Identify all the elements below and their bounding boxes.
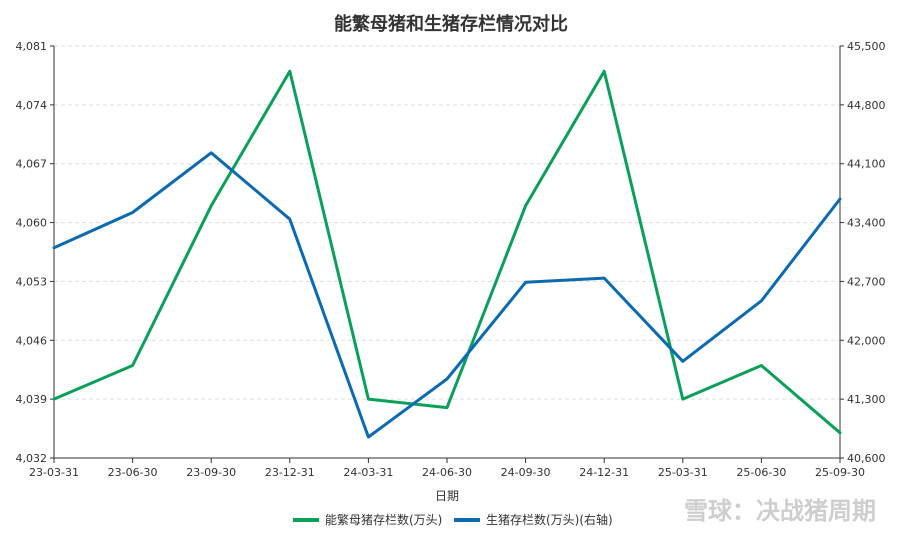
x-tick-label: 24-03-31 <box>343 466 393 479</box>
legend-label-2: 生猪存栏数(万头)(右轴) <box>486 512 613 527</box>
series-line-2 <box>52 151 842 439</box>
left-tick-label: 4,046 <box>16 334 48 347</box>
right-tick-label: 40,600 <box>847 452 886 465</box>
right-tick-label: 44,100 <box>847 158 886 171</box>
x-tick-label: 24-09-30 <box>501 466 551 479</box>
x-tick-label: 25-09-30 <box>815 466 865 479</box>
chart-title: 能繁母猪和生猪存栏情况对比 <box>334 13 568 35</box>
right-tick-label: 45,500 <box>847 40 886 53</box>
left-tick-label: 4,081 <box>16 40 48 53</box>
right-tick-label: 42,000 <box>847 334 886 347</box>
legend-label-1: 能繁母猪存栏数(万头) <box>325 512 442 527</box>
left-tick-label: 4,032 <box>16 452 48 465</box>
x-tick-label: 23-06-30 <box>108 466 158 479</box>
left-tick-label: 4,039 <box>16 393 48 406</box>
left-tick-label: 4,053 <box>16 275 48 288</box>
x-axis-label: 日期 <box>435 489 459 503</box>
right-tick-label: 43,400 <box>847 217 886 230</box>
x-tick-label: 24-06-30 <box>422 466 472 479</box>
right-tick-label: 44,800 <box>847 99 886 112</box>
left-tick-label: 4,060 <box>16 217 48 230</box>
grid-lines <box>54 45 840 400</box>
right-tick-label: 42,700 <box>847 275 886 288</box>
axes: 4,032 40,600 4,039 41,300 4,046 42,000 4,053 42… <box>16 40 886 479</box>
right-tick-label: 41,300 <box>847 393 886 406</box>
x-tick-label: 23-03-31 <box>29 466 79 479</box>
x-tick-label: 23-09-30 <box>186 466 236 479</box>
legend: 能繁母猪存栏数(万头) 生猪存栏数(万头)(右轴) <box>293 512 613 527</box>
left-tick-label: 4,074 <box>16 99 48 112</box>
left-tick-label: 4,067 <box>16 158 48 171</box>
watermark: 雪球：决战猪周期 <box>684 497 876 525</box>
series-line-1 <box>52 69 842 435</box>
x-tick-label: 25-06-30 <box>736 466 786 479</box>
x-tick-label: 23-12-31 <box>265 466 315 479</box>
x-tick-label: 24-12-31 <box>579 466 629 479</box>
x-tick-label: 25-03-31 <box>658 466 708 479</box>
series-lines <box>52 69 842 439</box>
